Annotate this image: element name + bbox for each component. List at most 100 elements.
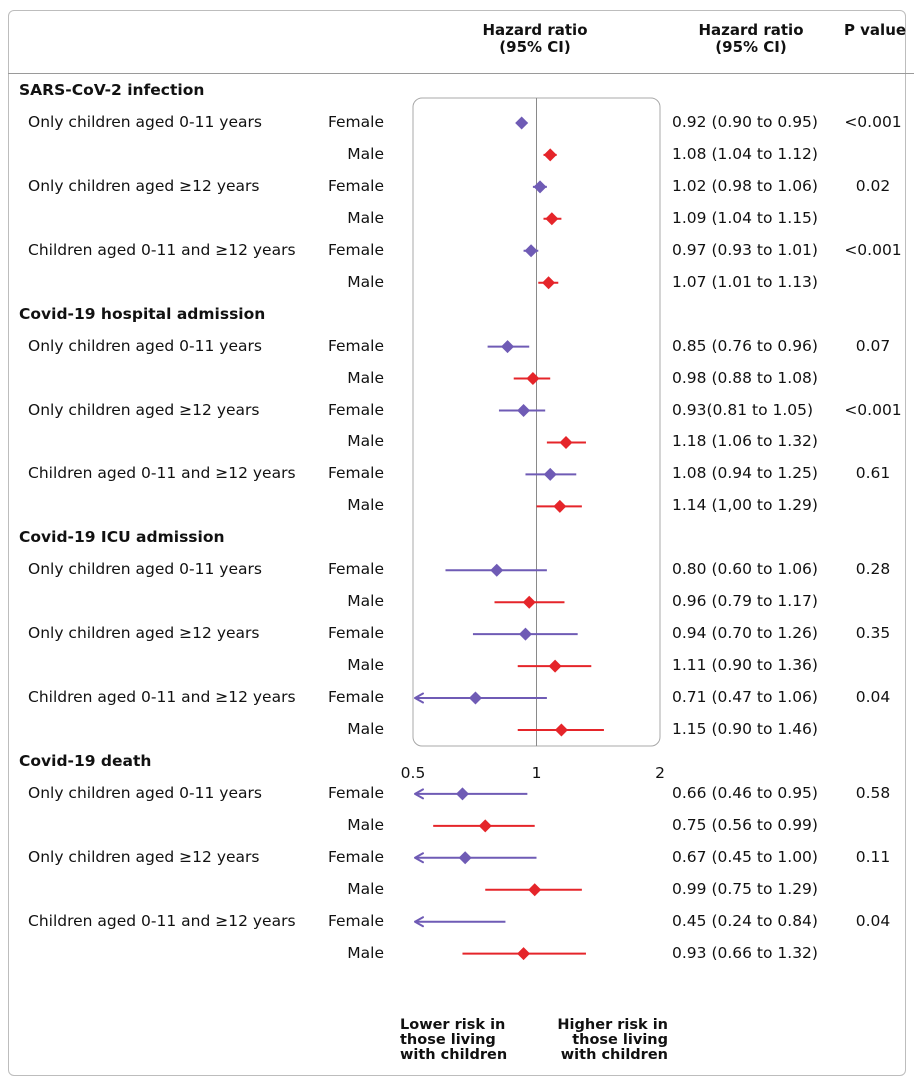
higher-risk-line: Higher risk in (557, 1017, 668, 1033)
sex-label: Female (327, 624, 384, 643)
hr-header-line2: (95% CI) (715, 38, 787, 56)
hazard-ratio-value: 0.93 (0.66 to 1.32) (672, 943, 818, 962)
group-label: Only children aged ≥12 years (28, 624, 260, 643)
ci-arrow (414, 788, 424, 800)
point-estimate (524, 244, 538, 258)
hazard-ratio-value: 0.96 (0.79 to 1.17) (672, 592, 818, 611)
hazard-ratio-value: 0.93(0.81 to 1.05) (672, 400, 814, 419)
sex-label: Female (327, 464, 384, 483)
sex-label: Male (347, 208, 384, 227)
group-label: Only children aged 0-11 years (28, 112, 262, 131)
p-value: 0.61 (855, 464, 891, 483)
group-label: Children aged 0-11 and ≥12 years (28, 464, 296, 483)
group-label: Only children aged ≥12 years (28, 400, 260, 419)
sex-label: Male (347, 879, 384, 898)
p-value: 0.28 (855, 560, 891, 579)
point-estimate (543, 467, 557, 481)
sex-label: Female (327, 176, 384, 195)
sex-label: Male (347, 943, 384, 962)
group-label: Only children aged 0-11 years (28, 783, 262, 802)
ci-arrow (414, 852, 424, 864)
p-value: <0.001 (844, 400, 902, 419)
p-value: 0.35 (855, 624, 891, 643)
point-estimate (522, 595, 536, 609)
section-title: Covid-19 ICU admission (19, 528, 225, 547)
ci-arrow (414, 916, 424, 928)
hazard-ratio-value: 1.11 (0.90 to 1.36) (672, 656, 818, 675)
hazard-ratio-value: 1.02 (0.98 to 1.06) (672, 176, 818, 195)
higher-risk-line: those living (572, 1032, 668, 1048)
point-estimate (478, 819, 492, 833)
sex-label: Male (347, 144, 384, 163)
point-estimate (533, 180, 547, 194)
hazard-ratio-value: 1.14 (1,00 to 1.29) (672, 496, 818, 515)
point-estimate (526, 372, 540, 386)
hr-header-line1: Hazard ratio (698, 21, 804, 39)
hazard-ratio-value: 1.08 (1.04 to 1.12) (672, 144, 818, 163)
point-estimate (515, 116, 529, 130)
point-estimate (458, 851, 472, 865)
point-estimate (559, 435, 573, 449)
p-value: 0.04 (855, 688, 891, 707)
section-title: Covid-19 hospital admission (19, 304, 266, 323)
hazard-ratio-value: 0.85 (0.76 to 0.96) (672, 336, 818, 355)
lower-risk-line: with children (400, 1047, 508, 1063)
plot-marks (414, 116, 604, 961)
hazard-ratio-value: 0.71 (0.47 to 1.06) (672, 688, 818, 707)
group-label: Children aged 0-11 and ≥12 years (28, 911, 296, 930)
sex-label: Female (327, 847, 384, 866)
hazard-ratio-value: 0.80 (0.60 to 1.06) (672, 560, 818, 579)
x-tick-label: 2 (655, 764, 665, 782)
point-estimate (553, 499, 567, 513)
point-estimate (455, 787, 469, 801)
sex-label: Male (347, 815, 384, 834)
point-estimate (517, 947, 531, 961)
sex-label: Male (347, 720, 384, 738)
hazard-ratio-value: 0.67 (0.45 to 1.00) (672, 847, 818, 866)
sex-label: Female (327, 336, 384, 355)
point-estimate (542, 276, 556, 290)
p-value-header: P value (843, 21, 907, 39)
group-label: Children aged 0-11 and ≥12 years (28, 688, 296, 707)
sex-label: Male (347, 432, 384, 451)
hazard-ratio-value: 1.07 (1.01 to 1.13) (672, 272, 818, 291)
header-divider (8, 73, 914, 74)
point-estimate (490, 563, 504, 577)
p-value: <0.001 (844, 240, 902, 259)
sex-label: Female (327, 112, 384, 131)
section-title: SARS-CoV-2 infection (19, 81, 205, 99)
sex-label: Male (347, 272, 384, 291)
plot-header: Hazard ratio (95% CI) (470, 22, 600, 56)
p-value: <0.001 (844, 112, 902, 131)
point-estimate (543, 148, 557, 162)
sex-label: Female (327, 783, 384, 802)
lower-risk-line: Lower risk in (400, 1017, 506, 1033)
point-estimate (554, 723, 568, 737)
x-tick-label: 1 (531, 764, 542, 782)
point-estimate (501, 340, 515, 354)
hazard-ratio-value: 1.08 (0.94 to 1.25) (672, 464, 818, 483)
hazard-ratio-value: 0.92 (0.90 to 0.95) (672, 112, 818, 131)
p-value: 0.58 (855, 783, 891, 802)
hazard-ratio-value: 1.18 (1.06 to 1.32) (672, 432, 818, 451)
hazard-ratio-value: 0.98 (0.88 to 1.08) (672, 368, 818, 387)
group-label: Only children aged 0-11 years (28, 336, 262, 355)
figure-frame (8, 10, 906, 1076)
hazard-ratio-value: 0.45 (0.24 to 0.84) (672, 911, 818, 930)
point-estimate (528, 883, 542, 897)
p-value: 0.04 (855, 911, 891, 930)
sex-label: Female (327, 688, 384, 707)
hazard-ratio-value: 0.94 (0.70 to 1.26) (672, 624, 818, 643)
higher-risk-line: with children (560, 1047, 668, 1063)
point-estimate (545, 212, 559, 226)
sex-label: Female (327, 240, 384, 259)
hazard-ratio-value: 0.75 (0.56 to 0.99) (672, 815, 818, 834)
plot-header-line2: (95% CI) (499, 38, 571, 56)
section-title: Covid-19 death (19, 751, 152, 770)
sex-label: Male (347, 592, 384, 611)
hazard-ratio-value: 0.99 (0.75 to 1.29) (672, 879, 818, 898)
point-estimate (518, 627, 532, 641)
sex-label: Male (347, 368, 384, 387)
lower-risk-label: Lower risk in those living with children (400, 1018, 530, 1063)
group-label: Only children aged 0-11 years (28, 560, 262, 579)
